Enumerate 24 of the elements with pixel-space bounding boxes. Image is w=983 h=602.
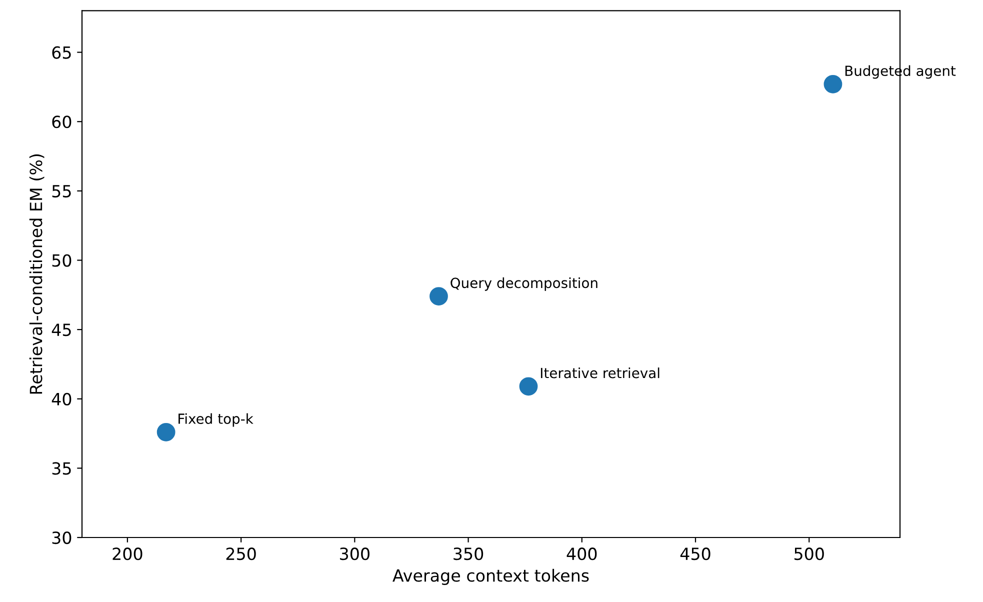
annotation: Iterative retrieval: [540, 368, 660, 378]
x-tick-label: 300: [340, 548, 370, 560]
x-tick-label: 400: [566, 548, 597, 560]
x-tick-label: 450: [680, 548, 710, 560]
y-tick-label: 35: [52, 462, 71, 475]
y-tick-label: 65: [52, 46, 71, 59]
y-axis-title: Retrieval-conditioned EM (%): [29, 154, 44, 394]
x-tick-label: 200: [112, 548, 142, 560]
point: [824, 74, 842, 94]
point: [519, 377, 538, 396]
point: [156, 422, 176, 442]
y-tick-label: 55: [52, 185, 71, 198]
y-tick-label: 40: [52, 392, 72, 406]
x-tick-label: 350: [454, 548, 484, 560]
y-tick-label: 60: [52, 116, 72, 128]
y-tick-label: 45: [52, 324, 71, 336]
y-tick-label: 30: [52, 531, 72, 544]
x-axis-title: Average context tokens: [392, 568, 589, 586]
annotation: Fixed top-k: [178, 413, 254, 427]
x-tick-label: 500: [794, 548, 824, 560]
y-tick-label: 50: [52, 254, 72, 267]
annotation: Query decomposition: [450, 277, 598, 291]
point: [430, 287, 448, 306]
x-tick-label: 250: [226, 548, 256, 560]
